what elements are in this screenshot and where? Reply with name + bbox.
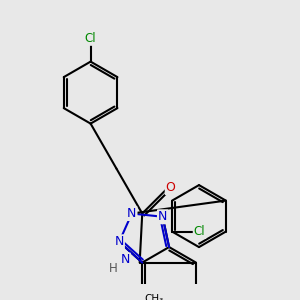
Text: N: N [158,210,167,223]
Text: N: N [121,254,130,266]
Text: N: N [127,207,136,220]
Text: N: N [115,235,124,248]
Text: CH₃: CH₃ [145,294,164,300]
Text: O: O [166,181,176,194]
Text: H: H [108,262,117,275]
Text: Cl: Cl [85,32,96,45]
Text: Cl: Cl [194,225,205,238]
